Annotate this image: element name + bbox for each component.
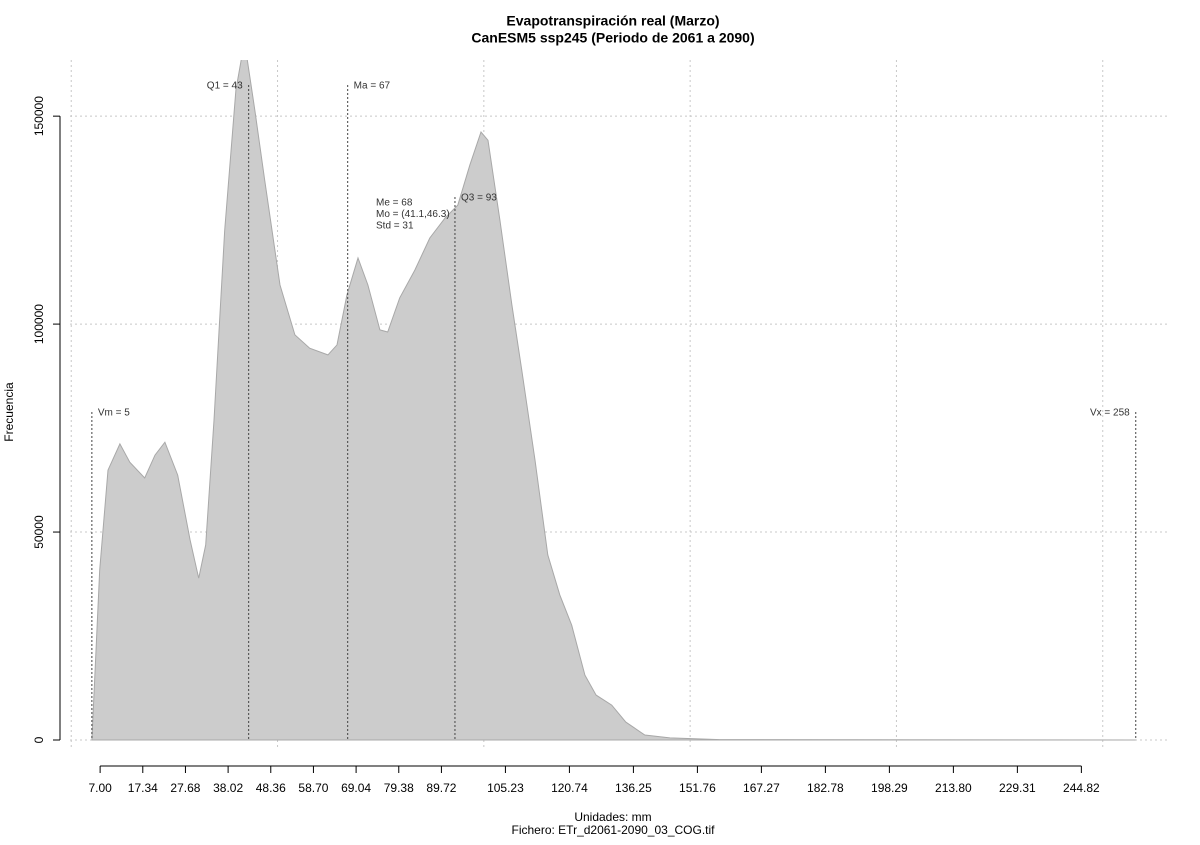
x-tick-label: 48.36 xyxy=(256,781,286,795)
density-area xyxy=(91,60,1136,741)
caption: Fichero: ETr_d2061-2090_03_COG.tif xyxy=(512,823,716,837)
x-tick-label: 89.72 xyxy=(426,781,456,795)
x-tick-label: 7.00 xyxy=(88,781,112,795)
chart-subtitle: CanESM5 ssp245 (Periodo de 2061 a 2090) xyxy=(471,30,754,46)
marker-label: Ma = 67 xyxy=(354,81,391,92)
x-tick-label: 79.38 xyxy=(384,781,414,795)
x-tick-label: 120.74 xyxy=(551,781,588,795)
y-tick-label: 150000 xyxy=(32,96,46,136)
marker-label: Q3 = 93 xyxy=(461,193,497,204)
marker-label: Q1 = 43 xyxy=(207,81,243,92)
chart-title: Evapotranspiración real (Marzo) xyxy=(506,13,719,29)
y-tick-label: 50000 xyxy=(32,515,46,549)
x-tick-label: 213.80 xyxy=(935,781,972,795)
x-tick-label: 17.34 xyxy=(128,781,158,795)
y-tick-label: 0 xyxy=(32,736,46,743)
x-tick-label: 182.78 xyxy=(807,781,844,795)
x-tick-label: 244.82 xyxy=(1063,781,1100,795)
stat-annotation: Mo = (41.1,46.3) xyxy=(376,209,450,220)
x-tick-label: 58.70 xyxy=(298,781,328,795)
x-tick-label: 167.27 xyxy=(743,781,780,795)
y-axis-label: Frecuencia xyxy=(2,382,16,442)
x-axis-label: Unidades: mm xyxy=(574,810,651,824)
stat-annotation: Me = 68 xyxy=(376,198,413,209)
stat-annotation: Std = 31 xyxy=(376,221,414,232)
x-tick-label: 198.29 xyxy=(871,781,908,795)
x-tick-label: 69.04 xyxy=(341,781,371,795)
x-tick-label: 38.02 xyxy=(213,781,243,795)
x-tick-label: 136.25 xyxy=(615,781,652,795)
x-tick-label: 229.31 xyxy=(999,781,1036,795)
y-tick-label: 100000 xyxy=(32,304,46,344)
x-tick-label: 151.76 xyxy=(679,781,716,795)
marker-label: Vm = 5 xyxy=(98,408,130,419)
marker-label: Vx = 258 xyxy=(1090,408,1130,419)
x-tick-label: 105.23 xyxy=(487,781,524,795)
x-tick-label: 27.68 xyxy=(170,781,200,795)
